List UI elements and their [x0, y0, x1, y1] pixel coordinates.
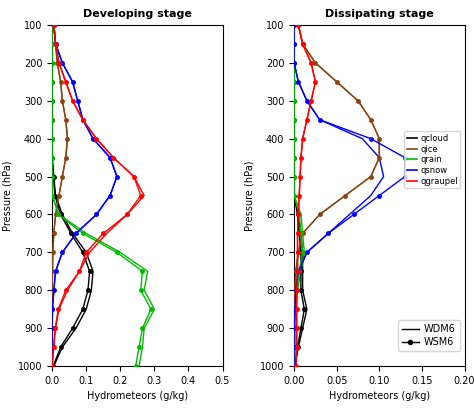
X-axis label: Hydrometeors (g/kg): Hydrometeors (g/kg)	[329, 391, 430, 401]
Y-axis label: Pressure (hPa): Pressure (hPa)	[244, 160, 255, 231]
Y-axis label: Pressure (hPa): Pressure (hPa)	[2, 160, 12, 231]
Legend: WDM6, WSM6: WDM6, WSM6	[398, 320, 460, 351]
Title: Developing stage: Developing stage	[83, 9, 192, 19]
X-axis label: Hydrometeors (g/kg): Hydrometeors (g/kg)	[87, 391, 188, 401]
Title: Dissipating stage: Dissipating stage	[325, 9, 434, 19]
